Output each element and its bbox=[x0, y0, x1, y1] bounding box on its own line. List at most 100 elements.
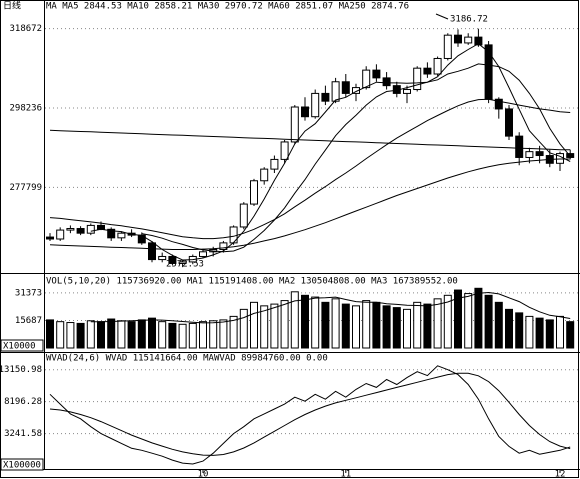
annotation: 2572.53 bbox=[166, 260, 204, 270]
candle-body bbox=[56, 229, 65, 240]
unit-label: X10000 bbox=[3, 342, 36, 352]
candle-body bbox=[382, 77, 391, 87]
candle-body bbox=[250, 180, 258, 205]
volume-bar bbox=[423, 303, 432, 349]
volume-bar bbox=[117, 320, 126, 349]
annotation: 3186.72 bbox=[450, 15, 488, 25]
unit-box bbox=[0, 339, 44, 352]
volume-bar bbox=[454, 289, 462, 349]
volume-bar bbox=[433, 298, 442, 349]
volume-bar bbox=[239, 308, 248, 349]
candle-body bbox=[331, 81, 340, 102]
candle-body bbox=[311, 92, 320, 118]
annotation-leader bbox=[435, 13, 449, 20]
y-tick-label: 15687 bbox=[15, 316, 42, 326]
volume-bar bbox=[280, 300, 289, 349]
candle-body bbox=[178, 261, 187, 264]
candle-body bbox=[464, 36, 473, 44]
volume-bar bbox=[270, 303, 279, 349]
volume-bar bbox=[382, 305, 391, 349]
volume-bar bbox=[188, 322, 197, 349]
candle-body bbox=[199, 251, 207, 257]
panel-header: WVAD(24,6) WVAD 115141664.00 MAWVAD 8998… bbox=[46, 354, 328, 364]
candle-body bbox=[107, 228, 116, 239]
candle-body bbox=[454, 34, 462, 44]
volume-bar bbox=[464, 293, 473, 349]
volume-bar bbox=[443, 294, 452, 349]
volume-bar bbox=[76, 322, 85, 349]
candle-body bbox=[280, 141, 289, 160]
candle-body bbox=[494, 98, 503, 110]
candle-body bbox=[117, 232, 126, 239]
volume-bar bbox=[86, 320, 95, 349]
candle-body bbox=[413, 67, 422, 91]
y-tick-label: 3241.58 bbox=[4, 429, 42, 439]
candle-body bbox=[535, 151, 544, 157]
volume-bar bbox=[515, 312, 524, 349]
unit-label: X100000 bbox=[3, 461, 41, 471]
ma-line bbox=[90, 43, 571, 261]
candle-body bbox=[443, 34, 452, 59]
candle-body bbox=[474, 36, 483, 46]
volume-bar bbox=[372, 301, 381, 349]
candle-body bbox=[301, 106, 309, 118]
candle-body bbox=[97, 224, 105, 230]
volume-bar bbox=[107, 318, 116, 349]
volume-bar bbox=[219, 319, 228, 349]
volume-bar bbox=[97, 321, 105, 349]
candle-body bbox=[270, 158, 279, 170]
candle-body bbox=[321, 92, 330, 102]
panel-header: VOL(5,10,20) 115736920.00 MA1 115191408.… bbox=[46, 277, 458, 287]
candle-body bbox=[290, 106, 299, 143]
unit-box bbox=[0, 458, 44, 471]
volume-bar bbox=[250, 301, 258, 349]
candle-body bbox=[362, 69, 371, 89]
y-tick-label: 8196.28 bbox=[4, 397, 42, 407]
volume-bar bbox=[137, 319, 146, 349]
candle-body bbox=[352, 87, 360, 94]
volume-bar bbox=[56, 321, 65, 349]
wvad-line bbox=[49, 372, 571, 456]
y-tick-label: 318672 bbox=[9, 24, 42, 34]
candle-body bbox=[158, 255, 167, 261]
volume-bar bbox=[46, 319, 54, 349]
chart-title: 日线 bbox=[3, 0, 21, 12]
candle-body bbox=[86, 224, 95, 234]
volume-bar bbox=[525, 315, 534, 349]
candle-body bbox=[137, 234, 146, 244]
volume-bar bbox=[199, 321, 207, 349]
volume-bar bbox=[494, 301, 503, 349]
volume-ma-line bbox=[90, 291, 571, 324]
volume-bar bbox=[413, 301, 422, 349]
volume-bar bbox=[290, 291, 299, 349]
volume-bar bbox=[403, 308, 411, 349]
volume-bar bbox=[178, 323, 187, 349]
volume-bar bbox=[566, 321, 575, 349]
volume-bar bbox=[321, 301, 330, 349]
candle-body bbox=[76, 228, 85, 234]
volume-bar bbox=[168, 322, 177, 349]
candle-body bbox=[525, 151, 534, 158]
candle-body bbox=[148, 242, 156, 261]
ma-line bbox=[49, 129, 571, 151]
candle-body bbox=[46, 236, 54, 240]
volume-bar bbox=[392, 307, 401, 349]
volume-bar bbox=[301, 294, 309, 349]
y-tick-label: 31373 bbox=[15, 288, 42, 298]
candle-body bbox=[341, 81, 350, 94]
candle-body bbox=[219, 242, 228, 250]
candle-body bbox=[168, 255, 177, 264]
x-tick-label: 12 bbox=[555, 470, 566, 479]
candle-body bbox=[505, 108, 513, 137]
volume-bar bbox=[66, 322, 75, 349]
volume-bar bbox=[535, 317, 544, 349]
volume-bar bbox=[260, 305, 269, 349]
y-tick-label: 298236 bbox=[9, 104, 42, 114]
volume-bar bbox=[148, 317, 156, 349]
ma-line bbox=[141, 63, 571, 253]
y-tick-label: 13150.98 bbox=[0, 365, 42, 375]
volume-bar bbox=[362, 300, 371, 349]
